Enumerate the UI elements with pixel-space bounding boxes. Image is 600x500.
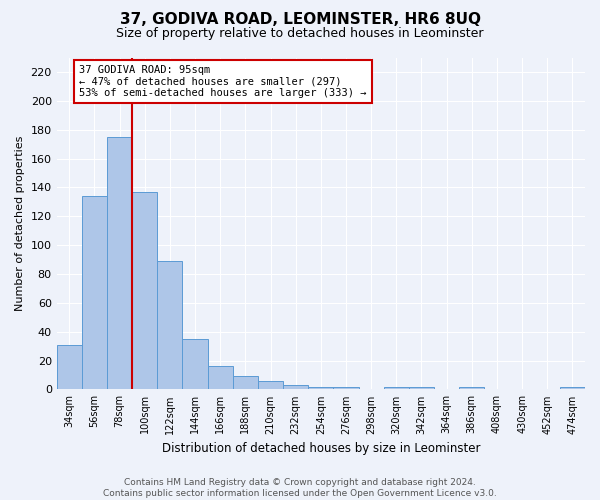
X-axis label: Distribution of detached houses by size in Leominster: Distribution of detached houses by size … xyxy=(161,442,480,455)
Bar xyxy=(560,386,585,390)
Bar xyxy=(459,386,484,390)
Bar xyxy=(334,386,359,390)
Bar xyxy=(182,339,208,390)
Bar xyxy=(409,386,434,390)
Bar xyxy=(233,376,258,390)
Bar xyxy=(208,366,233,390)
Bar xyxy=(56,344,82,390)
Text: Size of property relative to detached houses in Leominster: Size of property relative to detached ho… xyxy=(116,28,484,40)
Bar xyxy=(308,386,334,390)
Bar xyxy=(283,385,308,390)
Bar xyxy=(258,381,283,390)
Bar xyxy=(157,261,182,390)
Text: 37 GODIVA ROAD: 95sqm
← 47% of detached houses are smaller (297)
53% of semi-det: 37 GODIVA ROAD: 95sqm ← 47% of detached … xyxy=(79,64,367,98)
Bar xyxy=(132,192,157,390)
Y-axis label: Number of detached properties: Number of detached properties xyxy=(15,136,25,311)
Bar xyxy=(384,386,409,390)
Bar xyxy=(107,137,132,390)
Text: 37, GODIVA ROAD, LEOMINSTER, HR6 8UQ: 37, GODIVA ROAD, LEOMINSTER, HR6 8UQ xyxy=(119,12,481,28)
Bar xyxy=(82,196,107,390)
Text: Contains HM Land Registry data © Crown copyright and database right 2024.
Contai: Contains HM Land Registry data © Crown c… xyxy=(103,478,497,498)
